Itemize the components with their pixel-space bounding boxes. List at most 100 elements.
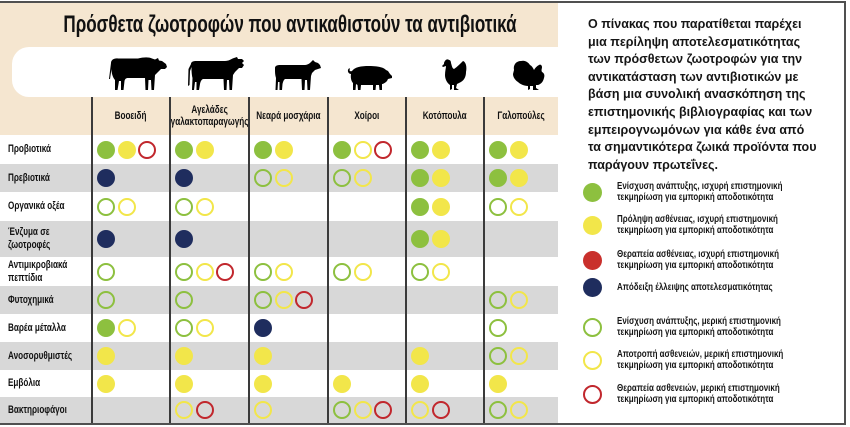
green-filled-circle-icon <box>583 182 602 202</box>
table-cell-calves <box>249 257 328 286</box>
yellow-outline-circle-icon <box>411 401 429 419</box>
green-outline-circle-icon <box>411 262 429 281</box>
yellow-filled-circle-icon <box>431 230 450 248</box>
table-cell-dairy-cows <box>170 221 249 257</box>
yellow-filled-circle-icon <box>254 347 272 365</box>
green-filled-circle-icon <box>411 197 429 216</box>
table-cell-pigs <box>328 164 406 192</box>
column-header-label: Βοοειδή <box>115 110 147 122</box>
table-cell-calves <box>249 286 328 314</box>
description-line: τα σημαντικότερα ζωικά προϊόντα που <box>588 140 817 155</box>
row-label: Εμβόλια <box>0 370 92 397</box>
yellow-filled-circle-icon <box>411 347 429 365</box>
column-divider <box>327 97 329 423</box>
table-cell-turkeys <box>484 221 558 257</box>
legend-label: τεκμηρίωση για εμπορική αποδοτικότητα <box>617 259 774 271</box>
row-label-text: Προβιοτικά <box>8 143 52 155</box>
table-cell-cattle <box>92 221 170 257</box>
description-line: μια περίληψη αποτελεσματικότητας <box>588 34 801 49</box>
green-filled-circle-icon <box>254 140 272 159</box>
table-cell-dairy-cows <box>170 342 249 370</box>
row-label-text: Πρεβιοτικά <box>8 171 50 184</box>
table-cell-pigs <box>328 370 406 397</box>
green-outline-circle-icon <box>254 169 272 187</box>
navy-filled-circle-icon <box>175 230 193 248</box>
green-outline-circle-icon <box>97 291 115 309</box>
row-label-text: Ένζυμα σε <box>8 226 50 238</box>
legend-label: Θεραπεία ασθενειών, μερική επιστημονική <box>617 382 780 394</box>
legend-label: Θεραπεία ασθένειας, ισχυρή επιστημονική <box>617 248 779 260</box>
column-headers: Βοοειδή Αγελάδες γαλακτοπαραγωγής Νεαρά μοσ… <box>0 97 558 135</box>
yellow-outline-circle-icon <box>509 197 528 216</box>
table-cell-calves <box>249 397 328 423</box>
yellow-filled-circle-icon <box>274 140 293 159</box>
table-cell-calves <box>249 192 328 221</box>
green-outline-circle-icon <box>489 347 507 365</box>
yellow-filled-circle-icon <box>431 140 450 159</box>
column-header-label: Κοτόπουλα <box>423 110 467 122</box>
yellow-outline-circle-icon <box>509 347 528 365</box>
green-outline-circle-icon <box>333 169 351 187</box>
table-cell-chickens <box>406 257 484 286</box>
green-filled-circle-icon <box>411 140 429 159</box>
row-label: Βαρέα μέταλλα <box>0 314 92 342</box>
yellow-filled-circle-icon <box>509 140 528 159</box>
column-divider <box>483 97 485 423</box>
calf-icon <box>275 60 321 90</box>
description-line: παράγουν πρωτεΐνες. <box>588 157 718 172</box>
table-cell-turkeys <box>484 164 558 192</box>
header-corner <box>0 97 92 135</box>
legend-label: Πρόληψη ασθένειας, ισχυρή επιστημονική <box>617 213 778 225</box>
green-outline-circle-icon <box>333 401 351 419</box>
table-cell-chickens <box>406 164 484 192</box>
yellow-outline-circle-icon <box>509 401 528 419</box>
yellow-filled-circle-icon <box>97 347 115 365</box>
green-filled-circle-icon <box>97 319 115 337</box>
row-label: Βακτηριοφάγοι <box>0 397 92 423</box>
yellow-outline-circle-icon <box>117 319 136 337</box>
navy-filled-circle-icon <box>97 169 115 187</box>
red-filled-circle-icon <box>583 250 602 270</box>
table-cell-cattle <box>92 192 170 221</box>
column-divider <box>248 97 250 423</box>
table-cell-chickens <box>406 135 484 164</box>
yellow-outline-circle-icon <box>274 291 293 309</box>
row-label: Ανοσορυθμιστές <box>0 342 92 370</box>
table-cell-pigs <box>328 397 406 423</box>
column-divider <box>91 97 93 423</box>
table-cell-dairy-cows <box>170 192 249 221</box>
page-title: Πρόσθετα ζωοτροφών που αντικαθιστούν τα … <box>63 11 517 38</box>
green-outline-circle-icon <box>254 291 272 309</box>
legend-label: τεκμηρίωση για εμπορική αποδοτικότητα <box>617 191 774 203</box>
row-label: Φυτοχημικά <box>0 286 92 314</box>
yellow-filled-circle-icon <box>175 347 193 365</box>
legend-label: Ενίσχυση ανάπτυξης, μερική επιστημονική <box>617 315 781 327</box>
navy-filled-circle-icon <box>175 169 193 187</box>
legend-item-yellow-outline: Αποτροπή ασθενειών, μερική επιστημονική τ… <box>583 348 838 372</box>
yellow-filled-circle-icon <box>195 140 214 159</box>
table-cell-pigs <box>328 192 406 221</box>
green-outline-circle-icon <box>97 197 115 216</box>
green-filled-circle-icon <box>175 140 193 159</box>
legend-item-red-filled: Θεραπεία ασθένειας, ισχυρή επιστημονική τ… <box>583 248 838 272</box>
table-cell-turkeys <box>484 314 558 342</box>
table-cell-turkeys <box>484 135 558 164</box>
table-cell-turkeys <box>484 192 558 221</box>
yellow-filled-circle-icon <box>489 374 507 393</box>
table-cell-chickens <box>406 370 484 397</box>
yellow-outline-circle-icon <box>353 140 372 159</box>
table-cell-dairy-cows <box>170 257 249 286</box>
yellow-filled-circle-icon <box>431 169 450 187</box>
legend-text: Αποτροπή ασθενειών, μερική επιστημονική τ… <box>617 349 836 371</box>
red-outline-circle-icon <box>138 140 156 159</box>
table-cell-pigs <box>328 257 406 286</box>
table-cell-cattle <box>92 397 170 423</box>
description-line: εμπειρογνωμόνων για κάθε ένα από <box>588 122 805 137</box>
legend-label: τεκμηρίωση για εμπορική αποδοτικότητα <box>617 326 774 338</box>
legend-text: Ενίσχυση ανάπτυξης, ισχυρή επιστημονική τ… <box>617 181 835 203</box>
yellow-outline-circle-icon <box>353 262 372 281</box>
yellow-outline-circle-icon <box>353 401 372 419</box>
green-outline-circle-icon <box>333 262 351 281</box>
yellow-outline-circle-icon <box>117 197 136 216</box>
